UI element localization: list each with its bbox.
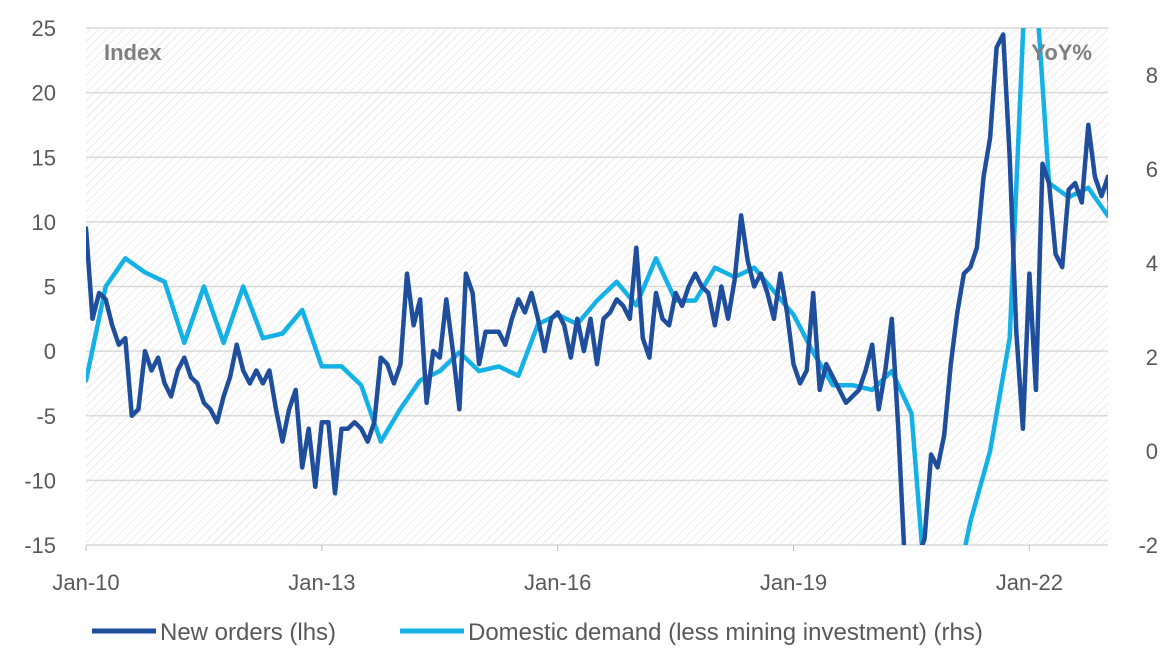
left-tick-label: 25 <box>32 16 56 41</box>
legend-label-new-orders: New orders (lhs) <box>160 619 336 646</box>
right-axis-ticks: -2 0 2 4 6 8 <box>1138 63 1158 558</box>
series-line-domestic-demand <box>86 28 1108 545</box>
gridlines <box>86 27 1108 546</box>
series-layer <box>86 28 1108 545</box>
right-tick-label: 2 <box>1146 345 1158 370</box>
right-tick-label: 0 <box>1146 439 1158 464</box>
left-tick-label: 0 <box>44 339 56 364</box>
x-tick-label: Jan-19 <box>760 570 827 595</box>
x-axis-ticks: Jan-10 Jan-13 Jan-16 Jan-19 Jan-22 <box>52 545 1063 595</box>
left-axis-title: Index <box>104 40 162 65</box>
x-tick-label: Jan-10 <box>52 570 119 595</box>
right-tick-label: 8 <box>1146 63 1158 88</box>
right-tick-label: 6 <box>1146 157 1158 182</box>
left-axis-ticks: -15 -10 -5 0 5 10 15 20 25 <box>24 16 56 558</box>
left-tick-label: -10 <box>24 468 56 493</box>
legend: New orders (lhs) Domestic demand (less m… <box>92 619 983 646</box>
left-tick-label: -15 <box>24 533 56 558</box>
left-tick-label: 5 <box>44 275 56 300</box>
x-tick-label: Jan-16 <box>524 570 591 595</box>
right-axis-title: YoY% <box>1031 40 1092 65</box>
right-tick-label: -2 <box>1138 533 1158 558</box>
left-tick-label: -5 <box>36 404 56 429</box>
left-tick-label: 10 <box>32 210 56 235</box>
left-tick-label: 20 <box>32 81 56 106</box>
x-tick-label: Jan-22 <box>996 570 1063 595</box>
right-tick-label: 4 <box>1146 251 1158 276</box>
series-line-new-orders <box>86 32 1108 545</box>
x-tick-label: Jan-13 <box>288 570 355 595</box>
left-tick-label: 15 <box>32 145 56 170</box>
legend-label-domestic-demand: Domestic demand (less mining investment)… <box>468 619 983 646</box>
